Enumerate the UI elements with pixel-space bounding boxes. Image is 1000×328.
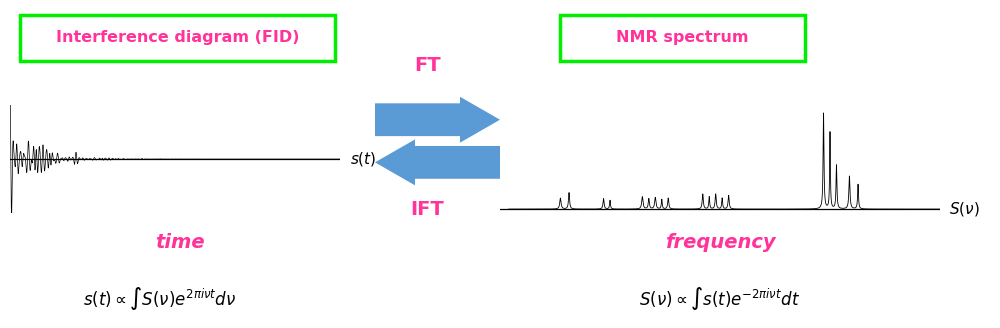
FancyArrow shape	[375, 97, 500, 143]
Text: $S(\nu)$: $S(\nu)$	[949, 200, 979, 218]
FancyArrow shape	[375, 139, 500, 185]
Text: FT: FT	[414, 56, 441, 75]
Text: $S(\nu) \propto \int s(t)e^{-2\pi i\nu t}dt$: $S(\nu) \propto \int s(t)e^{-2\pi i\nu t…	[639, 285, 801, 312]
Text: Interference diagram (FID): Interference diagram (FID)	[56, 30, 300, 45]
Text: $s(t) \propto \int S(\nu)e^{2\pi i\nu t}d\nu$: $s(t) \propto \int S(\nu)e^{2\pi i\nu t}…	[83, 285, 237, 312]
Text: time: time	[155, 233, 205, 252]
FancyBboxPatch shape	[560, 15, 805, 61]
Text: frequency: frequency	[665, 233, 775, 252]
Text: $s(t)$: $s(t)$	[350, 150, 376, 168]
Text: NMR spectrum: NMR spectrum	[616, 30, 748, 45]
Text: IFT: IFT	[411, 200, 444, 219]
FancyBboxPatch shape	[20, 15, 335, 61]
